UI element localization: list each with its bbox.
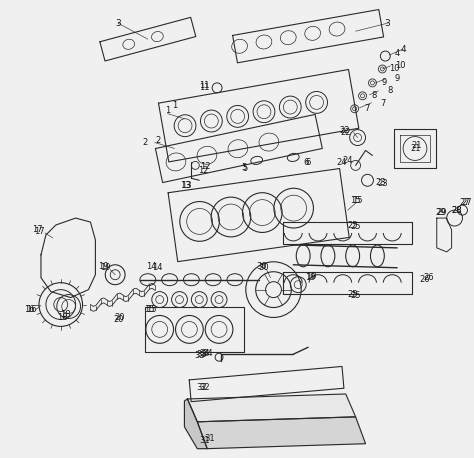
Text: 25: 25 (347, 220, 358, 229)
Text: 26: 26 (419, 275, 430, 284)
Polygon shape (184, 399, 207, 449)
Text: 6: 6 (305, 158, 311, 167)
Text: 14: 14 (146, 262, 157, 271)
Text: 15: 15 (352, 196, 363, 205)
Text: 25: 25 (347, 290, 358, 299)
Text: 34: 34 (202, 349, 212, 358)
Text: 20: 20 (113, 315, 123, 324)
Text: 14: 14 (153, 263, 163, 272)
Text: 24: 24 (342, 156, 353, 165)
Text: 3: 3 (384, 19, 390, 28)
Text: 24: 24 (337, 158, 347, 167)
Text: 19: 19 (306, 272, 316, 281)
Text: 19: 19 (100, 263, 110, 272)
Text: 25: 25 (350, 291, 361, 300)
Text: 1: 1 (165, 106, 170, 115)
Text: 17: 17 (34, 228, 44, 236)
Text: 33: 33 (194, 351, 205, 360)
Text: 5: 5 (241, 163, 246, 172)
Text: 16: 16 (26, 305, 36, 314)
Text: 16: 16 (24, 305, 35, 314)
Text: 11: 11 (199, 83, 210, 93)
Text: 27: 27 (459, 198, 470, 207)
Text: 22: 22 (339, 126, 350, 135)
Text: 20: 20 (115, 313, 126, 322)
Text: 15: 15 (145, 305, 155, 314)
Text: 13: 13 (181, 181, 191, 190)
Text: 32: 32 (199, 382, 210, 392)
Text: 19: 19 (305, 273, 315, 282)
Text: 28: 28 (451, 206, 462, 215)
Text: 10: 10 (389, 65, 400, 73)
Text: 8: 8 (388, 87, 393, 95)
Text: 27: 27 (461, 198, 472, 207)
Text: 7: 7 (364, 104, 369, 113)
Text: 3: 3 (115, 19, 121, 28)
Text: 18: 18 (57, 313, 68, 322)
Text: 33: 33 (196, 350, 207, 359)
Text: 8: 8 (372, 91, 377, 100)
Text: 28: 28 (451, 206, 462, 215)
Text: 34: 34 (199, 349, 210, 358)
Text: 26: 26 (424, 273, 434, 282)
Text: 29: 29 (436, 207, 446, 217)
Text: 31: 31 (204, 434, 215, 443)
Text: 4: 4 (394, 49, 400, 58)
Text: 4: 4 (401, 44, 406, 54)
Text: 22: 22 (340, 128, 351, 137)
Text: 2: 2 (142, 138, 147, 147)
Text: 5: 5 (242, 164, 247, 173)
Text: 2: 2 (155, 136, 160, 145)
Text: 17: 17 (32, 225, 42, 234)
Polygon shape (197, 417, 365, 449)
Text: 10: 10 (395, 61, 405, 71)
Polygon shape (187, 394, 356, 422)
Text: 30: 30 (258, 263, 269, 272)
Text: 15: 15 (350, 196, 361, 205)
Text: 23: 23 (375, 178, 386, 187)
Text: 7: 7 (381, 99, 386, 108)
Text: 31: 31 (199, 436, 210, 445)
Text: 15: 15 (146, 305, 157, 314)
Text: 18: 18 (60, 310, 71, 319)
Text: 19: 19 (98, 262, 109, 271)
Text: 12: 12 (200, 162, 210, 171)
Text: 30: 30 (256, 262, 267, 271)
Text: 9: 9 (382, 78, 387, 87)
Text: 12: 12 (198, 166, 209, 175)
Text: 29: 29 (437, 207, 447, 217)
Text: 21: 21 (411, 144, 421, 153)
Text: 13: 13 (180, 181, 191, 190)
Text: 11: 11 (199, 82, 210, 90)
Text: 32: 32 (196, 382, 207, 392)
Text: 23: 23 (377, 179, 388, 188)
Text: 21: 21 (412, 141, 422, 150)
Text: 9: 9 (394, 74, 400, 83)
Text: 6: 6 (303, 158, 309, 167)
Text: 1: 1 (172, 101, 177, 110)
Text: 25: 25 (350, 222, 361, 230)
